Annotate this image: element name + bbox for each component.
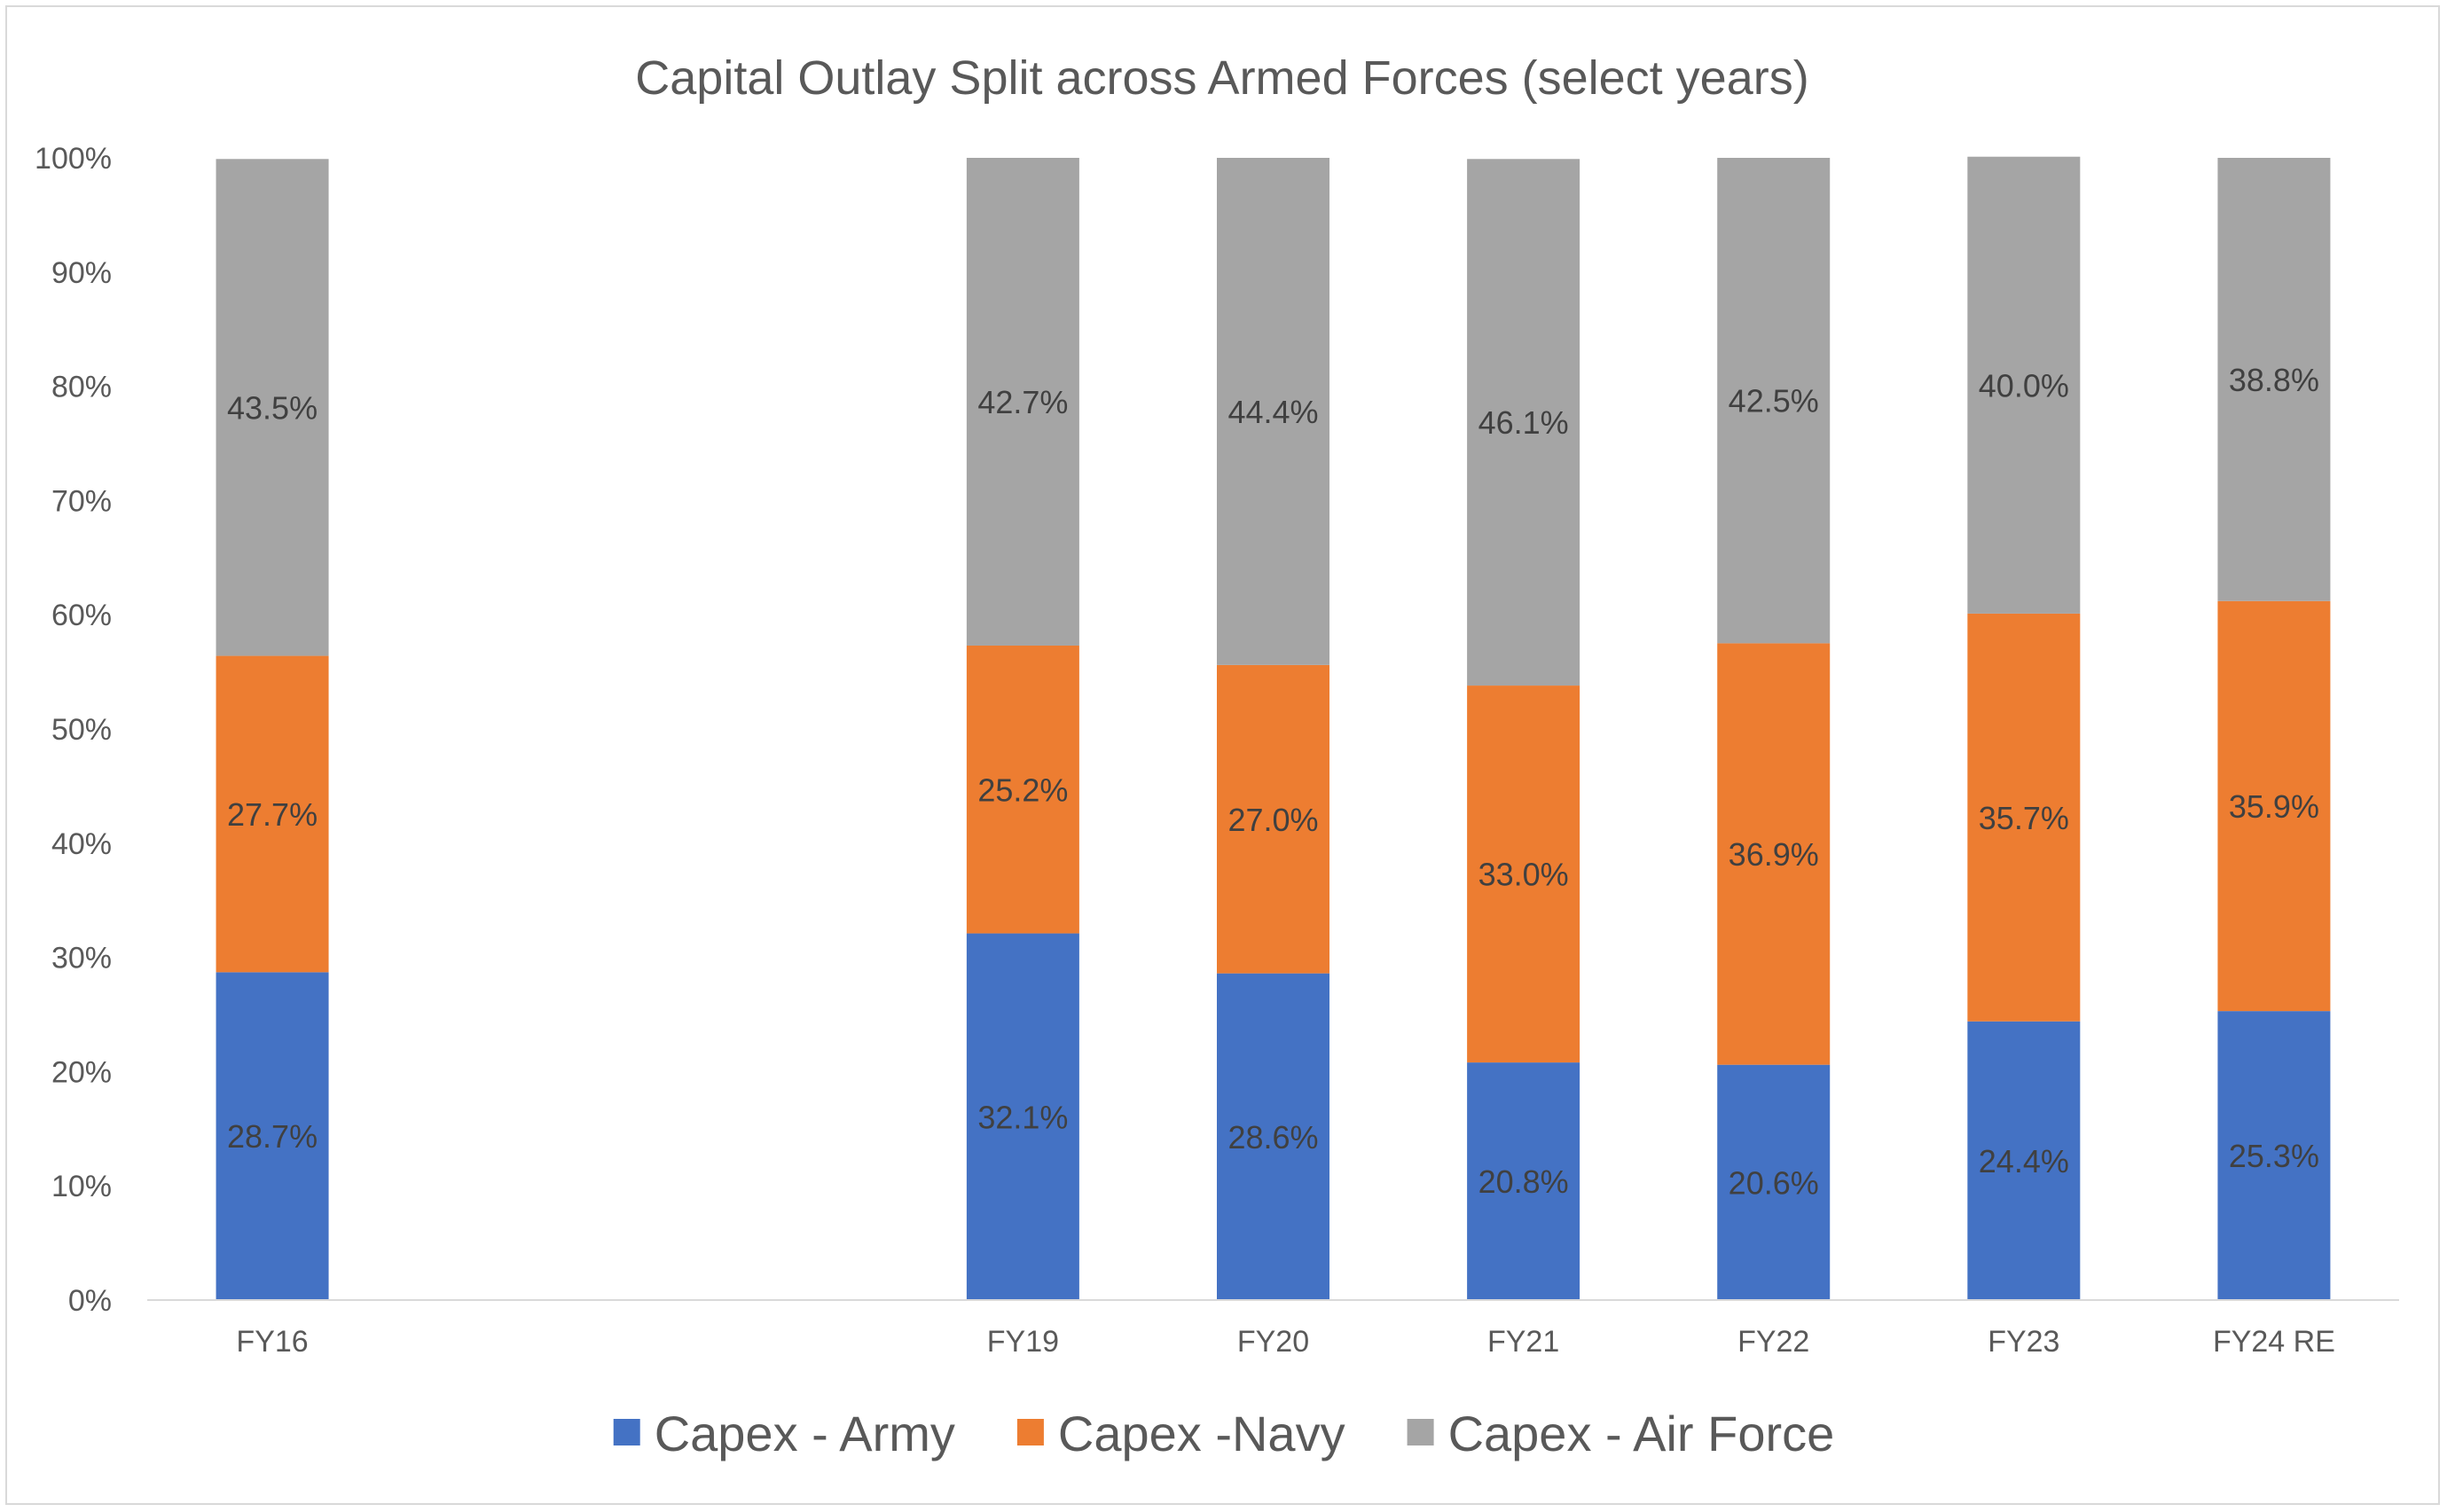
- bar-segment-air-force: [2217, 158, 2331, 601]
- y-tick-label: 90%: [51, 256, 112, 290]
- data-label: 43.5%: [227, 389, 318, 426]
- x-tick-label: FY22: [1737, 1325, 1809, 1359]
- y-tick-label: 50%: [51, 713, 112, 747]
- y-tick-label: 100%: [35, 142, 112, 176]
- legend-swatch: [1016, 1419, 1044, 1445]
- data-label: 24.4%: [1979, 1143, 2069, 1179]
- bar-segment-army: [1217, 973, 1329, 1300]
- data-label: 38.8%: [2229, 362, 2319, 398]
- data-label: 35.7%: [1979, 800, 2069, 836]
- bar-segment-navy: [1717, 643, 1831, 1065]
- bar-segment-navy: [1217, 664, 1329, 974]
- x-tick-label: FY21: [1487, 1325, 1559, 1359]
- x-tick-label: FY23: [1988, 1325, 2059, 1359]
- bar-segment-navy: [1967, 613, 2081, 1022]
- y-tick-label: 80%: [51, 371, 112, 404]
- legend-item-air-force: Capex - Air Force: [1407, 1406, 1835, 1461]
- data-label: 25.2%: [977, 772, 1068, 808]
- bars: [216, 156, 2331, 1300]
- data-label: 33.0%: [1478, 857, 1569, 893]
- bar-segment-air-force: [1967, 156, 2081, 614]
- data-label: 44.4%: [1227, 394, 1318, 430]
- x-tick-label: FY16: [236, 1325, 308, 1359]
- bar-segment-navy: [2217, 600, 2331, 1012]
- y-tick-label: 30%: [51, 942, 112, 975]
- legend-item-army: Capex - Army: [613, 1406, 955, 1461]
- bar-segment-army: [1717, 1064, 1831, 1300]
- data-label: 28.7%: [227, 1118, 318, 1155]
- data-label: 20.8%: [1478, 1163, 1569, 1200]
- y-tick-label: 0%: [68, 1284, 112, 1318]
- bar-segment-navy: [216, 655, 329, 973]
- bar-segment-navy: [1467, 685, 1580, 1063]
- chart-title: Capital Outlay Split across Armed Forces…: [635, 51, 1808, 105]
- bar-segment-air-force: [216, 159, 329, 656]
- data-labels: 28.7% 27.7% 43.5% 32.1% 25.2% 42.7% 28.6% 27.0%…: [227, 362, 2319, 1201]
- bar-segment-army: [2217, 1011, 2331, 1300]
- x-tick-label: FY20: [1237, 1325, 1309, 1359]
- legend-item-navy: Capex -Navy: [1016, 1406, 1345, 1461]
- legend-label: Capex - Air Force: [1448, 1406, 1835, 1461]
- y-axis: 0% 10% 20% 30% 40% 50% 60% 70% 80% 90% 100%: [35, 142, 112, 1318]
- y-tick-label: 60%: [51, 599, 112, 632]
- bar-segment-air-force: [1717, 158, 1831, 644]
- legend-swatch: [1407, 1419, 1434, 1445]
- bar-segment-air-force: [1217, 158, 1329, 665]
- bar-segment-army: [966, 933, 1079, 1300]
- data-label: 25.3%: [2229, 1138, 2319, 1174]
- y-tick-label: 20%: [51, 1055, 112, 1089]
- x-axis: FY16 FY19 FY20 FY21 FY22 FY23 FY24 RE: [236, 1325, 2334, 1359]
- y-tick-label: 70%: [51, 484, 112, 518]
- data-label: 28.6%: [1227, 1119, 1318, 1156]
- legend: Capex - Army Capex -Navy Capex - Air Force: [613, 1406, 1835, 1461]
- legend-label: Capex -Navy: [1058, 1406, 1345, 1461]
- y-tick-label: 10%: [51, 1170, 112, 1203]
- bar-segment-army: [1467, 1062, 1580, 1300]
- x-tick-label: FY24 RE: [2213, 1325, 2335, 1359]
- data-label: 27.0%: [1227, 802, 1318, 838]
- bar-segment-army: [216, 972, 329, 1300]
- legend-label: Capex - Army: [655, 1406, 955, 1461]
- data-label: 42.5%: [1729, 383, 1819, 419]
- data-label: 42.7%: [977, 384, 1068, 420]
- bar-segment-army: [1967, 1021, 2081, 1300]
- stacked-bar-chart: Capital Outlay Split across Armed Forces…: [35, 51, 2399, 1461]
- bar-segment-air-force: [966, 158, 1079, 646]
- y-tick-label: 40%: [51, 827, 112, 861]
- data-label: 40.0%: [1979, 367, 2069, 403]
- legend-swatch: [613, 1419, 640, 1445]
- data-label: 36.9%: [1729, 836, 1819, 873]
- chart-frame: Capital Outlay Split across Armed Forces…: [5, 5, 2440, 1505]
- data-label: 46.1%: [1478, 404, 1569, 441]
- bar-segment-navy: [966, 645, 1079, 934]
- data-label: 32.1%: [977, 1099, 1068, 1135]
- x-tick-label: FY19: [987, 1325, 1059, 1359]
- data-label: 35.9%: [2229, 788, 2319, 825]
- data-label: 20.6%: [1729, 1164, 1819, 1201]
- bar-segment-air-force: [1467, 159, 1580, 686]
- data-label: 27.7%: [227, 796, 318, 833]
